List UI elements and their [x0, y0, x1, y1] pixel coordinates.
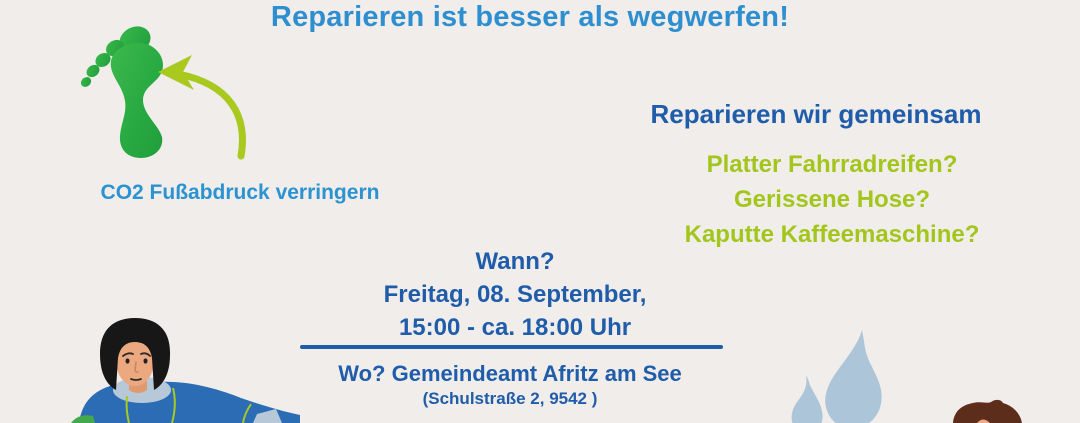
when-label: Wann?: [475, 248, 555, 275]
question-item: Gerissene Hose?: [733, 186, 931, 213]
question-item: Platter Fahrradreifen?: [706, 151, 958, 178]
event-location: Wo? Gemeindeamt Afritz am See: [338, 361, 682, 386]
event-address: (Schulstraße 2, 9542 ): [422, 389, 598, 408]
woman-illustration: [71, 318, 300, 423]
page-title: Reparieren ist besser als wegwerfen!: [270, 1, 790, 33]
when-date: Freitag, 08. September,: [383, 281, 647, 308]
person-head-illustration: [953, 399, 1022, 423]
footprint-icon: [80, 26, 163, 158]
event-when-block: Wann? Freitag, 08. September, 15:00 - ca…: [315, 245, 715, 344]
footprint-caption: CO2 Fußabdruck verringern: [100, 181, 380, 204]
repair-questions-list: Platter Fahrradreifen? Gerissene Hose? K…: [622, 147, 1042, 252]
question-item: Kaputte Kaffeemaschine?: [684, 221, 980, 248]
curved-arrow-icon: [158, 55, 246, 160]
divider-line: [300, 345, 723, 349]
invite-heading: Reparieren wir gemeinsam: [650, 99, 982, 129]
when-time: 15:00 - ca. 18:00 Uhr: [398, 314, 632, 341]
steam-flames-icon: [791, 330, 882, 423]
